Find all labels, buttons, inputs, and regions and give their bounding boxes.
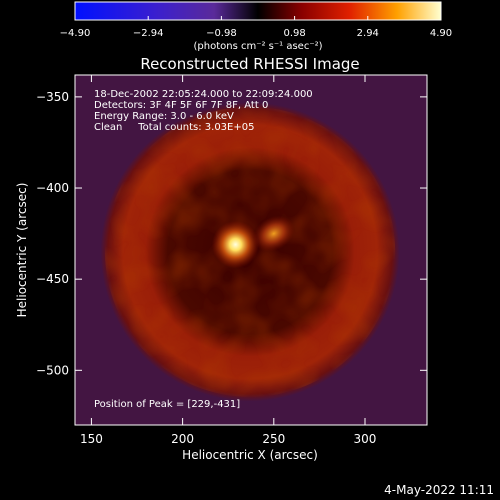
annotation-energy-range: Energy Range: 3.0 - 6.0 keV — [94, 111, 234, 122]
annotations: 18-Dec-2002 22:05:24.000 to 22:09:24.000… — [94, 89, 313, 410]
y-tick-label: −350 — [36, 90, 69, 104]
annotation-time-range: 18-Dec-2002 22:05:24.000 to 22:09:24.000 — [94, 89, 313, 100]
chart-title: Reconstructed RHESSI Image — [140, 55, 359, 73]
colorbar-ticks: −4.90 −2.94 −0.98 0.98 2.94 4.90 — [60, 16, 452, 39]
y-axis-label: Heliocentric Y (arcsec) — [15, 183, 29, 318]
annotation-total-counts: Clean Total counts: 3.03E+05 — [94, 122, 254, 133]
annotation-detectors: Detectors: 3F 4F 5F 6F 7F 8F, Att 0 — [94, 100, 268, 111]
y-tick-label: −450 — [36, 272, 69, 286]
x-axis: 150 200 250 300 — [80, 75, 376, 446]
colorbar-tick-label: 4.90 — [430, 28, 452, 39]
colorbar-tick-label: 0.98 — [283, 28, 305, 39]
y-axis: −350 −400 −450 −500 — [36, 90, 427, 377]
plot-frame — [74, 74, 428, 426]
colorbar-tick-label: 2.94 — [357, 28, 379, 39]
colorbar-tick-label: −0.98 — [206, 28, 237, 39]
x-tick-label: 150 — [80, 432, 103, 446]
colorbar: −4.90 −2.94 −0.98 0.98 2.94 4.90 (photons cm⁻… — [60, 1, 452, 52]
colorbar-scale — [74, 1, 442, 21]
peak-source — [211, 220, 260, 269]
x-tick-label: 250 — [262, 432, 285, 446]
x-tick-label: 200 — [171, 432, 194, 446]
x-axis-label: Heliocentric X (arcsec) — [182, 448, 318, 462]
y-tick-label: −400 — [36, 181, 69, 195]
colorbar-tick-label: −4.90 — [60, 28, 91, 39]
colorbar-tick-label: −2.94 — [133, 28, 164, 39]
footer-date: 4-May-2022 11:11 — [384, 483, 494, 497]
image-area — [75, 75, 427, 425]
peak-position-label: Position of Peak = [229,-431] — [94, 399, 240, 410]
x-tick-label: 300 — [354, 432, 377, 446]
y-tick-label: −500 — [36, 363, 69, 377]
secondary-source — [253, 215, 295, 252]
colorbar-label: (photons cm⁻² s⁻¹ asec⁻²) — [193, 41, 322, 52]
